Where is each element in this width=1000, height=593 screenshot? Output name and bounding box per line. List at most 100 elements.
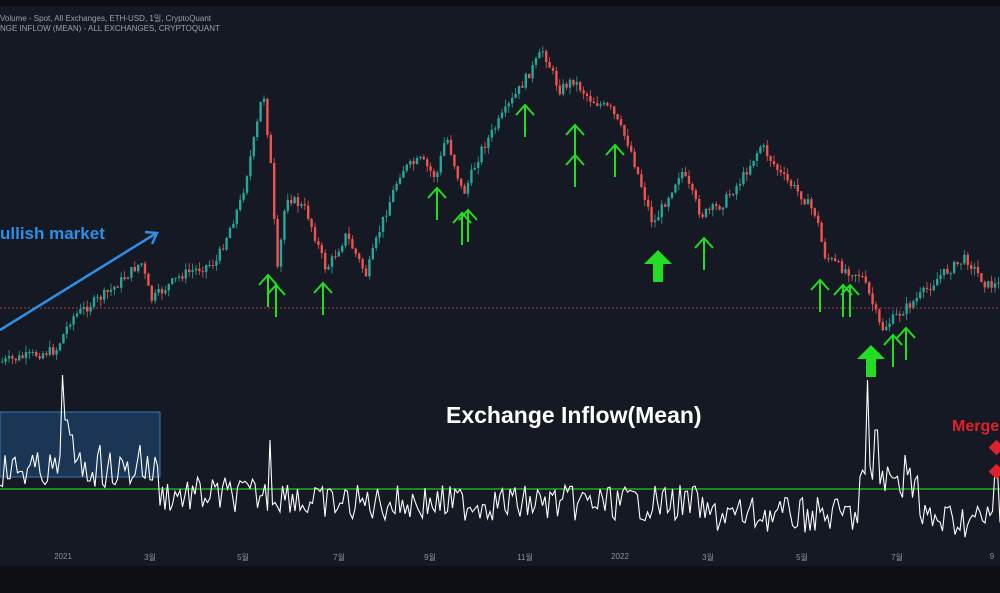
candle-body	[691, 183, 694, 191]
candle-body	[120, 277, 123, 288]
candle-body	[647, 199, 650, 207]
candle-body	[885, 326, 888, 331]
merge-marker	[988, 439, 1000, 456]
candle-body	[429, 166, 432, 171]
candle-body	[738, 184, 742, 186]
candle-body	[524, 73, 527, 88]
candle-body	[602, 102, 606, 105]
candle-body	[888, 323, 891, 327]
candle-body	[310, 218, 313, 228]
candle-body	[368, 259, 371, 277]
green-arrow-marker	[515, 103, 535, 137]
header-line-2: NGE INFLOW (MEAN) - ALL EXCHANGES, CRYPT…	[0, 24, 220, 33]
candle-body	[504, 106, 507, 113]
green-arrow-marker	[883, 333, 903, 367]
candle-body	[670, 192, 674, 199]
candle-body	[327, 266, 330, 270]
candle-body	[194, 268, 198, 271]
price-candles	[1, 46, 1000, 366]
bottom-bar	[0, 566, 1000, 593]
green-arrow-marker	[258, 273, 278, 307]
arrow-head-icon	[515, 103, 535, 116]
candle-body	[490, 129, 493, 138]
candle-body	[460, 178, 463, 186]
candle-body	[596, 103, 599, 106]
candle-body	[286, 200, 289, 211]
candle-body	[582, 90, 585, 94]
candle-body	[385, 215, 388, 217]
green-arrow-marker	[810, 278, 830, 312]
candle-body	[929, 288, 932, 291]
candle-body	[507, 103, 510, 107]
candle-body	[300, 204, 303, 207]
candle-body	[96, 296, 99, 298]
candle-body	[65, 326, 68, 335]
candle-body	[337, 251, 340, 257]
candle-body	[650, 206, 653, 223]
bullish-arrow	[0, 232, 156, 332]
candle-body	[772, 161, 776, 165]
candle-body	[259, 101, 262, 122]
candle-body	[415, 157, 419, 165]
candle-body	[613, 106, 616, 115]
arrow-head-icon	[313, 281, 333, 294]
candle-body	[293, 197, 296, 204]
candle-body	[137, 264, 140, 272]
candle-body	[793, 184, 796, 187]
candle-body	[891, 314, 895, 324]
candle-body	[558, 85, 561, 95]
candle-body	[426, 159, 429, 167]
candle-body	[902, 314, 905, 316]
candle-body	[861, 276, 864, 278]
candle-body	[548, 61, 551, 68]
candle-body	[249, 156, 252, 177]
candle-body	[922, 287, 925, 293]
candle-body	[551, 67, 555, 71]
candle-body	[160, 288, 164, 294]
candle-body	[789, 180, 793, 187]
candle-body	[783, 172, 786, 174]
candle-body	[45, 353, 48, 355]
candle-body	[874, 304, 878, 310]
candle-body	[664, 204, 667, 207]
candle-body	[932, 285, 935, 291]
candle-body	[354, 248, 357, 254]
candle-body	[677, 178, 680, 185]
candle-body	[769, 156, 772, 162]
candle-body	[483, 146, 487, 148]
candle-body	[123, 277, 126, 280]
candle-body	[381, 216, 385, 233]
candle-body	[704, 208, 708, 217]
candle-body	[963, 254, 966, 264]
green-arrow-marker	[313, 281, 333, 315]
merge-marker	[988, 463, 1000, 480]
candle-body	[256, 121, 259, 138]
candle-body	[959, 263, 963, 265]
candle-body	[864, 276, 867, 283]
candle-body	[915, 297, 918, 302]
candle-body	[21, 355, 24, 358]
candle-body	[252, 137, 255, 157]
candle-body	[633, 151, 636, 168]
candle-body	[847, 269, 850, 276]
candle-body	[878, 309, 881, 323]
candle-body	[942, 268, 946, 276]
candle-body	[837, 260, 840, 262]
candle-body	[895, 313, 898, 315]
candle-body	[126, 277, 130, 280]
candle-body	[296, 197, 300, 207]
green-arrow-marker	[565, 123, 585, 157]
candle-body	[684, 171, 687, 176]
candle-body	[630, 145, 633, 152]
candle-body	[58, 343, 62, 351]
candle-body	[48, 347, 51, 355]
candle-body	[239, 199, 242, 210]
arrow-head-icon	[565, 123, 585, 136]
candle-body	[143, 263, 147, 274]
candle-body	[681, 171, 684, 179]
candle-body	[813, 208, 816, 216]
candle-body	[242, 192, 245, 200]
candle-body	[919, 292, 922, 298]
candle-body	[585, 93, 589, 96]
candle-body	[375, 237, 378, 249]
